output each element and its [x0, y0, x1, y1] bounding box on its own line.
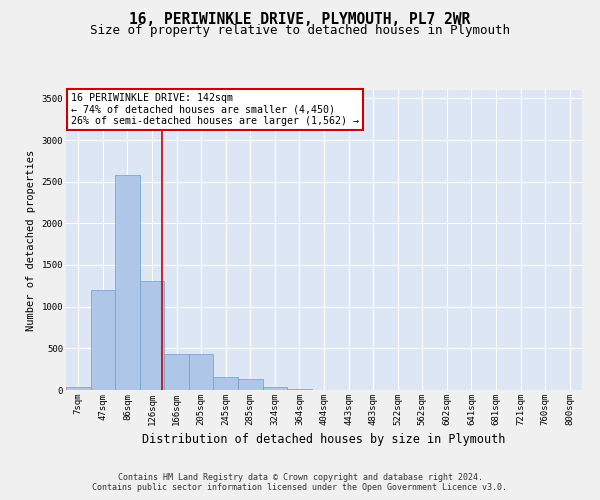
Bar	[115, 175, 140, 390]
Text: 16, PERIWINKLE DRIVE, PLYMOUTH, PL7 2WR: 16, PERIWINKLE DRIVE, PLYMOUTH, PL7 2WR	[130, 12, 470, 28]
Bar	[263, 386, 287, 390]
Bar	[238, 379, 263, 390]
X-axis label: Distribution of detached houses by size in Plymouth: Distribution of detached houses by size …	[142, 434, 506, 446]
Bar	[140, 281, 164, 390]
Bar	[91, 290, 115, 390]
Bar	[164, 354, 189, 390]
Text: Contains HM Land Registry data © Crown copyright and database right 2024.
Contai: Contains HM Land Registry data © Crown c…	[92, 473, 508, 492]
Y-axis label: Number of detached properties: Number of detached properties	[26, 150, 36, 330]
Bar	[189, 354, 214, 390]
Text: Size of property relative to detached houses in Plymouth: Size of property relative to detached ho…	[90, 24, 510, 37]
Bar	[214, 377, 238, 390]
Text: 16 PERIWINKLE DRIVE: 142sqm
← 74% of detached houses are smaller (4,450)
26% of : 16 PERIWINKLE DRIVE: 142sqm ← 74% of det…	[71, 93, 359, 126]
Bar	[66, 387, 91, 390]
